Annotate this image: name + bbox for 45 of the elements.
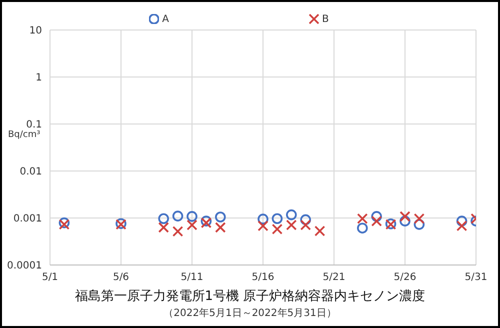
point (158, 213, 169, 224)
y-tick-label: 1 (36, 72, 42, 84)
x-tick-label: 5/21 (322, 272, 346, 284)
point (371, 216, 382, 226)
text: （2022年5月1日～2022年5月31日） (162, 307, 338, 320)
text: 福島第一原子力発電所1号機 原子炉格納容器内キセノン濃度 (74, 288, 426, 305)
x-tick-label: 5/1 (42, 272, 58, 284)
x-tick-label: 5/26 (394, 272, 416, 284)
point (158, 222, 169, 233)
point (272, 213, 283, 224)
x-tick-label: 5/16 (252, 272, 274, 284)
point (258, 214, 268, 224)
x-tick-label: 5/31 (464, 272, 488, 284)
point (300, 220, 311, 230)
point (456, 220, 468, 232)
y-axis-title: Bq/cm³ (8, 130, 40, 140)
point (286, 220, 297, 230)
y-tick-label: 0.0001 (7, 260, 42, 272)
point (186, 211, 198, 222)
point (215, 212, 226, 222)
y-tick-label: 0.001 (13, 214, 42, 225)
legend-label: B (320, 12, 329, 26)
point (414, 213, 425, 224)
point (215, 222, 226, 233)
y-tick-label: 0.1 (26, 120, 42, 131)
point (414, 219, 425, 230)
point (286, 209, 297, 220)
point (357, 213, 368, 224)
point (314, 226, 326, 236)
y-tick-label: 10 (29, 26, 42, 37)
point (456, 216, 468, 226)
point (272, 224, 283, 235)
point (186, 220, 198, 230)
point (172, 226, 184, 237)
point (357, 222, 368, 234)
x-tick-label: 5/6 (112, 272, 130, 284)
point (172, 210, 184, 222)
point (400, 211, 410, 222)
legend-label: A (161, 12, 169, 26)
point (258, 220, 268, 232)
point (371, 211, 382, 222)
y-tick-label: 0.01 (20, 166, 42, 178)
x-tick-label: 5/11 (180, 272, 204, 284)
point (300, 214, 311, 226)
point (400, 216, 410, 226)
